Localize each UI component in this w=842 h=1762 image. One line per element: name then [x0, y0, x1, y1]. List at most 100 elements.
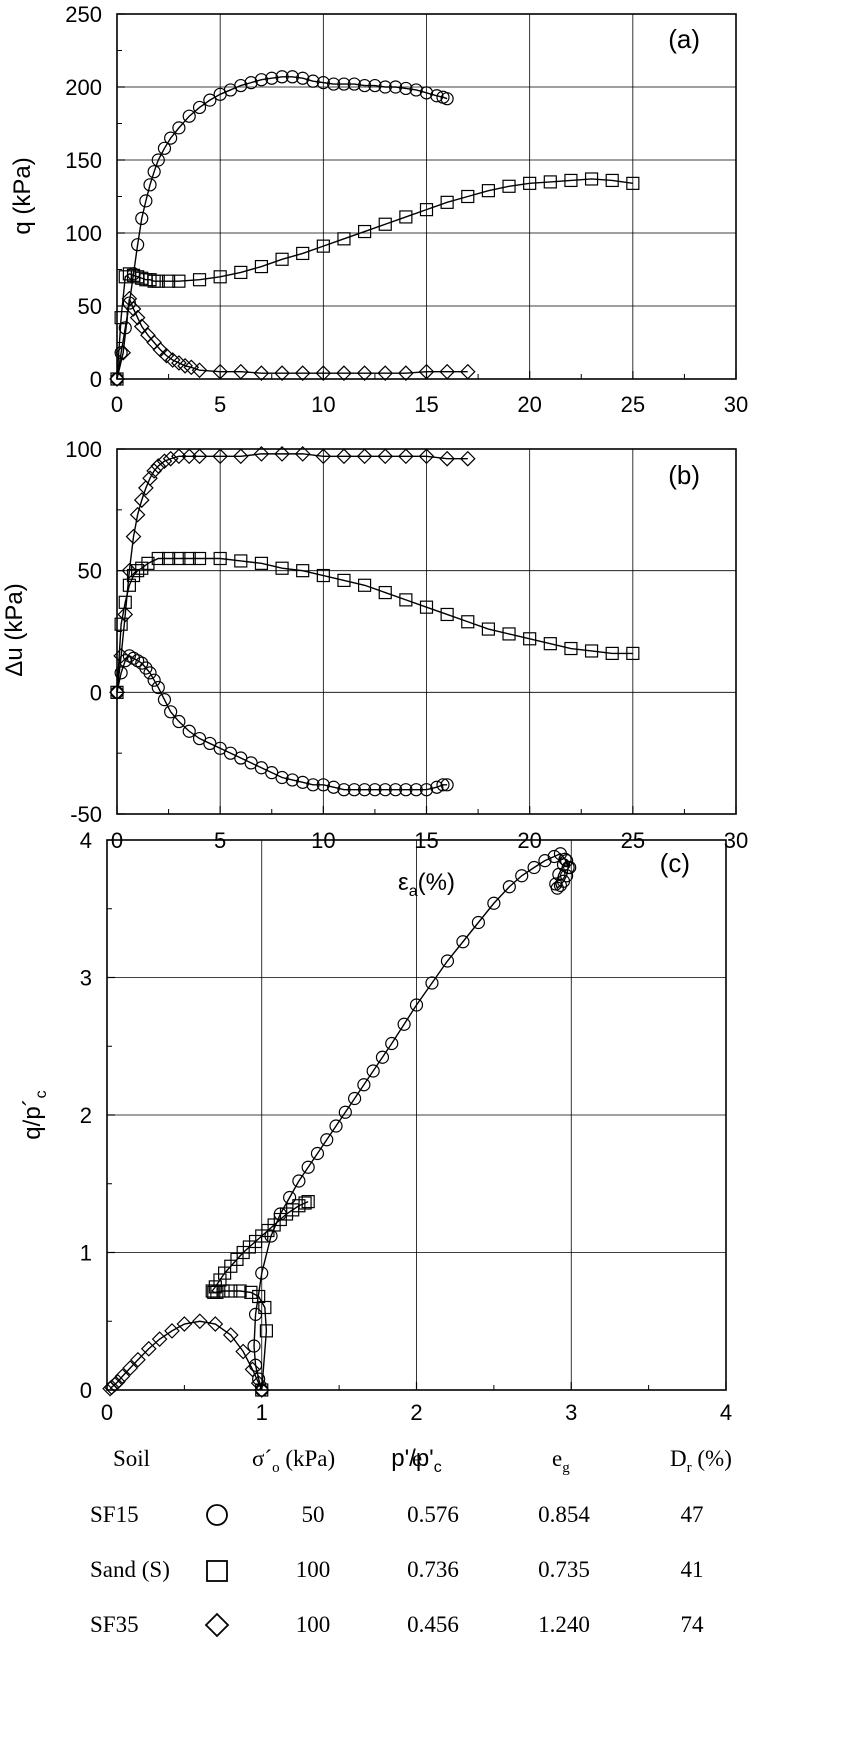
y-tick-label: 0 [80, 1378, 92, 1403]
x-tick-label: 15 [414, 392, 438, 417]
chart-a: 0 5 10 15 20 25 30 0 50 100 150 200 250 (a) q (kPa) [9, 2, 748, 417]
data-point [121, 562, 138, 579]
y-tick-label: 2 [80, 1103, 92, 1128]
data-point [135, 211, 149, 225]
data-point [439, 363, 455, 380]
data-point [252, 1289, 266, 1304]
data-point [164, 131, 178, 145]
series-sf35 [109, 446, 476, 701]
data-point [502, 627, 516, 641]
y-axis-label: Δu (kPa) [1, 583, 28, 676]
data-point [250, 1375, 267, 1391]
data-point [131, 238, 145, 252]
data-point [377, 448, 394, 465]
data-point [138, 480, 154, 496]
data-point [164, 705, 178, 719]
data-point [378, 80, 392, 94]
data-point [502, 179, 516, 193]
legend-diamond-symbol [204, 1612, 230, 1638]
data-point [182, 109, 196, 123]
data-point [285, 773, 299, 787]
data-point [306, 778, 320, 792]
data-point [481, 184, 495, 198]
data-point [316, 239, 330, 253]
panel-label: (a) [668, 24, 700, 54]
legend-header-sigma: σ´o (kPa) [252, 1446, 335, 1476]
data-point [294, 365, 311, 382]
data-point [560, 854, 574, 868]
data-point [109, 684, 125, 701]
y-tick-label: 4 [80, 828, 92, 853]
data-point [192, 551, 207, 566]
data-point [301, 1160, 315, 1174]
data-point [275, 561, 289, 575]
data-point [113, 647, 129, 664]
data-point [564, 173, 578, 188]
data-point [348, 1091, 362, 1106]
data-point [139, 194, 153, 208]
data-point [222, 1327, 239, 1343]
data-point [151, 274, 165, 288]
data-point [254, 73, 269, 87]
data-point [320, 1133, 334, 1147]
data-point [440, 195, 454, 209]
data-point [306, 74, 320, 88]
data-point [563, 860, 577, 875]
data-point [296, 246, 310, 261]
data-point [298, 1196, 312, 1210]
data-point [133, 318, 150, 335]
data-point [275, 252, 289, 266]
data-point [315, 448, 332, 465]
data-point [430, 780, 444, 794]
data-point [125, 301, 142, 317]
data-point [141, 556, 155, 570]
series-line [116, 298, 468, 380]
data-point [399, 783, 413, 797]
data-point [378, 217, 392, 231]
series-sf35 [109, 290, 476, 387]
legend-eg: 0.854 [538, 1502, 590, 1527]
data-point [357, 1078, 371, 1092]
data-point [347, 783, 361, 797]
data-point [605, 646, 619, 661]
x-tick-label: 5 [214, 392, 226, 417]
panel-label: (b) [668, 460, 700, 490]
data-point [440, 607, 454, 622]
data-point [440, 92, 454, 106]
series-sand-s- [110, 172, 640, 386]
data-point [158, 347, 175, 364]
data-point [315, 365, 332, 382]
y-tick-label: 200 [65, 75, 102, 100]
data-point [584, 172, 599, 186]
series-line [253, 852, 571, 1391]
data-point [156, 453, 173, 470]
data-point [213, 1273, 227, 1287]
legend-soil: Sand (S) [90, 1557, 170, 1582]
data-point [543, 175, 557, 189]
data-point [254, 556, 269, 570]
data-point [115, 344, 132, 361]
data-point [232, 363, 249, 380]
data-point [366, 1064, 380, 1078]
legend-e: 0.576 [407, 1502, 459, 1527]
data-point [122, 578, 136, 592]
data-point [471, 915, 485, 930]
data-point [254, 259, 269, 274]
data-point [294, 446, 311, 462]
series-sand-s- [110, 551, 640, 699]
y-tick-label: 50 [78, 559, 102, 584]
data-point [213, 270, 227, 284]
data-point [171, 448, 187, 465]
data-point [133, 492, 150, 508]
x-tick-label: 20 [517, 392, 541, 417]
data-point [336, 448, 352, 465]
legend-eg: 1.240 [538, 1612, 590, 1637]
data-point [356, 448, 373, 465]
x-axis-label: εa(%) [398, 869, 455, 900]
data-point [459, 363, 476, 380]
data-point [213, 551, 227, 566]
data-point [274, 365, 290, 382]
data-point [398, 448, 414, 465]
data-point [234, 554, 248, 568]
